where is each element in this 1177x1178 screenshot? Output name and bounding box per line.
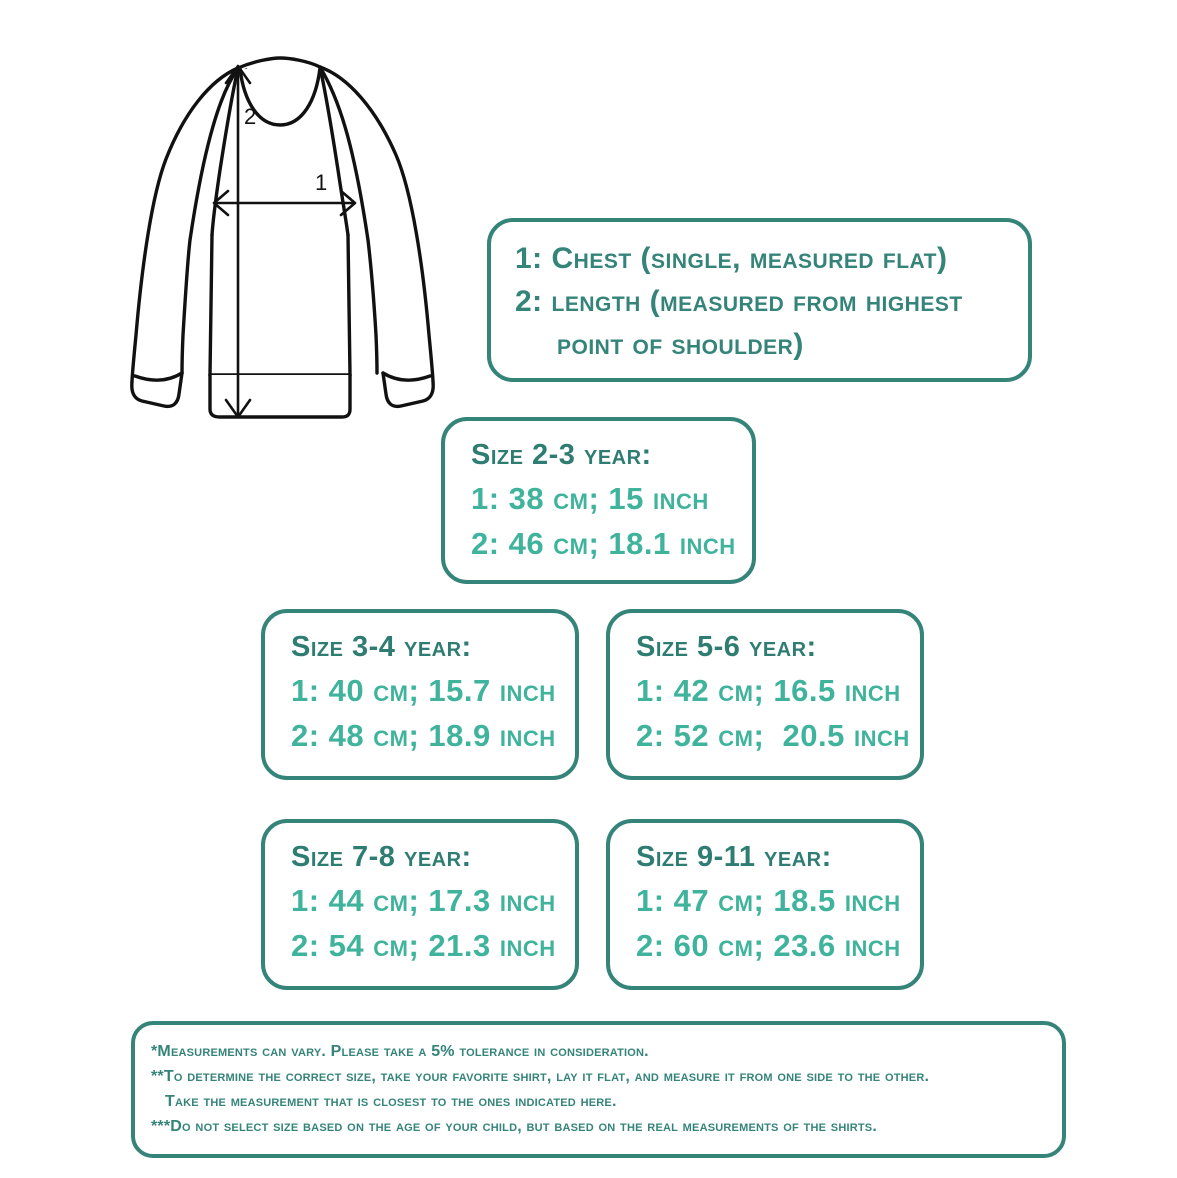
shirt-diagram-svg	[130, 56, 435, 419]
size-title: Size 7-8 year:	[291, 841, 472, 873]
size-chest: 1: 44 cm; 17.3 inch	[291, 883, 556, 918]
footnote-line-2-cont: Take the measurement that is closest to …	[165, 1093, 617, 1110]
size-chest: 1: 42 cm; 16.5 inch	[636, 673, 901, 708]
size-chest: 1: 38 cm; 15 inch	[471, 481, 709, 516]
size-length: 2: 48 cm; 18.9 inch	[291, 718, 556, 753]
size-title: Size 3-4 year:	[291, 631, 472, 663]
size-length: 2: 46 cm; 18.1 inch	[471, 526, 736, 561]
footnote-box: *Measurements can vary. Please take a 5%…	[131, 1021, 1066, 1158]
size-length: 2: 60 cm; 23.6 inch	[636, 928, 901, 963]
legend-box: 1: Chest (single, measured flat) 2: leng…	[487, 218, 1032, 382]
size-length: 2: 54 cm; 21.3 inch	[291, 928, 556, 963]
size-box-3-4: Size 3-4 year: 1: 40 cm; 15.7 inch 2: 48…	[261, 609, 579, 780]
size-title: Size 5-6 year:	[636, 631, 817, 663]
size-box-7-8: Size 7-8 year: 1: 44 cm; 17.3 inch 2: 54…	[261, 819, 579, 990]
size-box-5-6: Size 5-6 year: 1: 42 cm; 16.5 inch 2: 52…	[606, 609, 924, 780]
footnote-line-2: **To determine the correct size, take yo…	[151, 1068, 930, 1085]
length-measure-arrow	[224, 64, 252, 419]
size-box-9-11: Size 9-11 year: 1: 47 cm; 18.5 inch 2: 6…	[606, 819, 924, 990]
size-chest: 1: 47 cm; 18.5 inch	[636, 883, 901, 918]
chest-marker-label: 1	[315, 170, 328, 195]
size-box-2-3: Size 2-3 year: 1: 38 cm; 15 inch 2: 46 c…	[441, 417, 756, 584]
footnote-line-1: *Measurements can vary. Please take a 5%…	[151, 1043, 649, 1060]
size-chest: 1: 40 cm; 15.7 inch	[291, 673, 556, 708]
size-title: Size 2-3 year:	[471, 439, 652, 471]
size-length: 2: 52 cm; 20.5 inch	[636, 718, 910, 753]
legend-line-chest: 1: Chest (single, measured flat)	[515, 242, 948, 275]
legend-line-length: 2: length (measured from highest	[515, 285, 963, 318]
footnote-line-3: ***Do not select size based on the age o…	[151, 1118, 877, 1135]
garment-illustration	[120, 35, 460, 420]
legend-line-length-cont: point of shoulder)	[557, 328, 804, 361]
size-title: Size 9-11 year:	[636, 841, 832, 873]
length-marker-label: 2	[244, 104, 257, 129]
